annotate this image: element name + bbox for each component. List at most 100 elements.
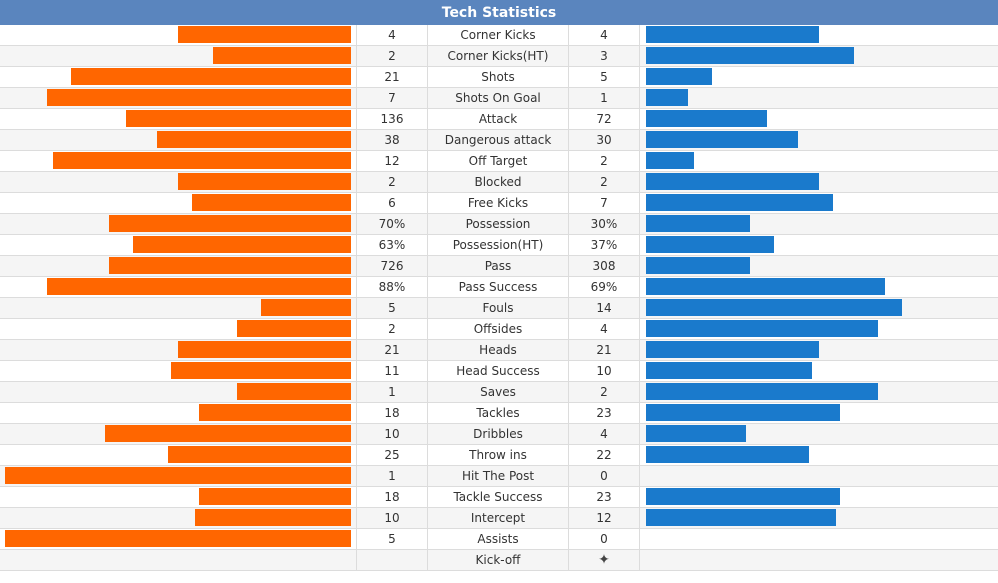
stat-label: Head Success	[428, 361, 569, 381]
stat-row: 10 Intercept 12	[0, 508, 998, 529]
away-bar-cell	[640, 130, 998, 150]
home-bar	[178, 173, 351, 190]
home-value	[357, 550, 428, 570]
home-bar-cell	[0, 550, 357, 570]
away-value: 69%	[569, 277, 640, 297]
stat-row: 1 Hit The Post 0	[0, 466, 998, 487]
away-bar-cell	[640, 382, 998, 402]
home-value: 136	[357, 109, 428, 129]
home-bar-cell	[0, 109, 357, 129]
stat-row: 1 Saves 2	[0, 382, 998, 403]
away-bar	[646, 68, 712, 85]
stat-row: 2 Corner Kicks(HT) 3	[0, 46, 998, 67]
panel-title: Tech Statistics	[0, 0, 998, 25]
stat-row: 21 Shots 5	[0, 67, 998, 88]
home-value: 2	[357, 172, 428, 192]
away-bar	[646, 446, 809, 463]
stat-label: Heads	[428, 340, 569, 360]
stat-label: Throw ins	[428, 445, 569, 465]
home-bar-cell	[0, 130, 357, 150]
home-bar	[71, 68, 351, 85]
away-bar	[646, 173, 819, 190]
stat-row: 12 Off Target 2	[0, 151, 998, 172]
home-value: 11	[357, 361, 428, 381]
stat-label: Shots	[428, 67, 569, 87]
stat-row: 38 Dangerous attack 30	[0, 130, 998, 151]
away-value: 37%	[569, 235, 640, 255]
stat-row: 10 Dribbles 4	[0, 424, 998, 445]
away-bar	[646, 299, 902, 316]
away-value: 0	[569, 529, 640, 549]
home-bar	[192, 194, 351, 211]
away-value: 3	[569, 46, 640, 66]
away-value: 2	[569, 172, 640, 192]
stat-label: Blocked	[428, 172, 569, 192]
away-bar	[646, 425, 746, 442]
away-bar-cell	[640, 46, 998, 66]
away-bar	[646, 215, 750, 232]
home-value: 726	[357, 256, 428, 276]
home-bar-cell	[0, 214, 357, 234]
stat-label: Saves	[428, 382, 569, 402]
home-value: 2	[357, 46, 428, 66]
stat-label: Tackle Success	[428, 487, 569, 507]
home-value: 7	[357, 88, 428, 108]
stat-label: Possession(HT)	[428, 235, 569, 255]
home-value: 2	[357, 319, 428, 339]
away-bar	[646, 152, 694, 169]
stat-label: Tackles	[428, 403, 569, 423]
away-value: 4	[569, 424, 640, 444]
away-bar-cell	[640, 172, 998, 192]
home-bar-cell	[0, 25, 357, 45]
home-bar	[199, 488, 351, 505]
away-value: 21	[569, 340, 640, 360]
stat-row: 136 Attack 72	[0, 109, 998, 130]
stat-label: Pass	[428, 256, 569, 276]
home-bar	[47, 278, 351, 295]
home-value: 6	[357, 193, 428, 213]
home-value: 21	[357, 67, 428, 87]
away-bar	[646, 341, 819, 358]
away-bar	[646, 509, 836, 526]
home-bar-cell	[0, 382, 357, 402]
away-bar-cell	[640, 319, 998, 339]
stat-row: 18 Tackles 23	[0, 403, 998, 424]
away-value: 0	[569, 466, 640, 486]
home-value: 18	[357, 403, 428, 423]
home-bar-cell	[0, 172, 357, 192]
home-value: 25	[357, 445, 428, 465]
home-bar	[178, 26, 351, 43]
away-bar-cell	[640, 550, 998, 570]
home-bar	[237, 383, 351, 400]
away-bar-cell	[640, 466, 998, 486]
stat-row: 18 Tackle Success 23	[0, 487, 998, 508]
home-bar-cell	[0, 319, 357, 339]
home-bar	[133, 236, 351, 253]
away-bar-cell	[640, 193, 998, 213]
away-bar	[646, 131, 798, 148]
stat-label: Attack	[428, 109, 569, 129]
home-bar-cell	[0, 193, 357, 213]
home-bar	[5, 467, 351, 484]
home-bar	[105, 425, 351, 442]
home-bar-cell	[0, 466, 357, 486]
home-value: 10	[357, 508, 428, 528]
away-value: 1	[569, 88, 640, 108]
away-bar-cell	[640, 361, 998, 381]
home-value: 1	[357, 466, 428, 486]
stat-row: 88% Pass Success 69%	[0, 277, 998, 298]
home-value: 10	[357, 424, 428, 444]
stat-label: Offsides	[428, 319, 569, 339]
away-value: 72	[569, 109, 640, 129]
stat-label: Possession	[428, 214, 569, 234]
away-value: 30%	[569, 214, 640, 234]
home-value: 18	[357, 487, 428, 507]
away-bar-cell	[640, 445, 998, 465]
home-value: 70%	[357, 214, 428, 234]
away-value: 4	[569, 319, 640, 339]
away-value: 30	[569, 130, 640, 150]
away-value: 2	[569, 382, 640, 402]
away-value: 23	[569, 487, 640, 507]
home-bar-cell	[0, 508, 357, 528]
